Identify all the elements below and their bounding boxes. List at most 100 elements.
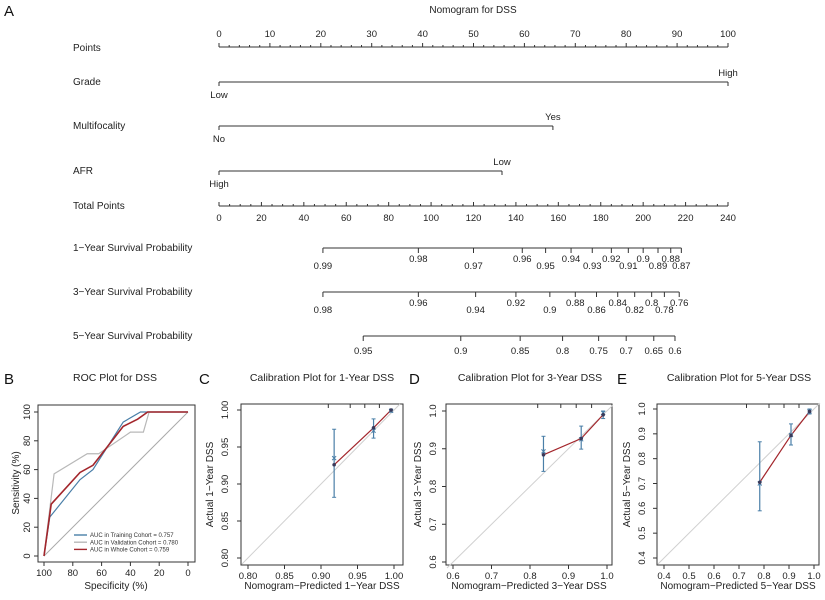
roc-y-tick-label: 20 [22,522,33,533]
y-tick-label: 0.85 [220,512,231,531]
calibration-plot-3-year: 0.6 0.7 0.8 0.9 1.00.60.70.80.91.0Nomogram−P… [413,403,614,592]
survival-tick-label: 0.82 [625,305,644,316]
y-tick-label: 0.80 [220,549,231,568]
roc-x-tick-label: 100 [36,568,52,579]
points-tick-label: 50 [468,29,479,40]
survival-tick-label: 0.9 [543,305,556,316]
roc-title: ROC Plot for DSS [73,372,157,384]
roc-y-axis-label: Sensitivity (%) [11,451,22,514]
survival-tick-label: 0.88 [566,298,585,309]
total-points-tick-label: 0 [216,213,221,224]
bias-corrected-x-marker [541,449,546,454]
y-axis-label: Actual 3−Year DSS [413,441,424,527]
survival-tick-label: 0.86 [587,305,606,316]
x-axis-label: Nomogram−Predicted 1−Year DSS [244,581,400,592]
roc-y-tick-label: 60 [22,464,33,475]
roc-y-tick-label: 40 [22,493,33,504]
total-points-label: Total Points [73,201,125,212]
calibration-plot-5-year: 0.4 0.5 0.6 0.7 0.8 0.9 1.0 0.4 0.5 0.6 0.7 0.8 0.9 1… [622,402,821,592]
points-tick-label: 0 [216,29,221,40]
total-points-tick-label: 160 [550,213,566,224]
points-tick-label: 90 [672,29,683,40]
variable-level-label: No [213,134,225,145]
roc-reference-diagonal [43,411,189,557]
roc-x-tick-label: 0 [185,568,190,579]
y-tick-label: 0.8 [428,480,439,493]
points-tick-label: 40 [417,29,428,40]
x-tick-label: 1.00 [385,571,404,582]
survival-tick-label: 0.97 [464,261,483,272]
roc-y-tick-label: 100 [22,404,33,420]
survival-tick-label: 0.76 [670,298,689,309]
x-tick-label: 0.8 [523,571,536,582]
x-tick-label: 0.7 [485,571,498,582]
x-axis-label: Nomogram−Predicted 5−Year DSS [660,581,816,592]
survival-tick-label: 0.8 [556,346,569,357]
y-tick-label: 0.4 [637,551,648,564]
observed-point [389,408,393,412]
y-tick-label: 0.9 [637,427,648,440]
variable-level-label: High [209,179,229,190]
ideal-diagonal [241,403,401,565]
y-tick-label: 0.95 [220,438,231,457]
y-tick-label: 0.90 [220,475,231,494]
panel-label-a: A [4,3,14,20]
x-tick-label: 1.0 [600,571,613,582]
x-tick-label: 0.4 [657,571,670,582]
calib-1y-title: Calibration Plot for 1-Year DSS [250,372,394,384]
y-axis-label: Actual 1−Year DSS [205,441,216,527]
survival-tick-label: 0.88 [661,254,680,265]
points-tick-label: 100 [720,29,736,40]
total-points-tick-label: 20 [256,213,267,224]
nomogram-title: Nomogram for DSS [429,5,517,16]
x-tick-label: 0.95 [348,571,367,582]
variable-level-label: Yes [545,112,561,123]
observed-point [541,452,546,457]
variable-level-label: Low [493,157,511,168]
survival-tick-label: 0.75 [589,346,608,357]
nomogram: Points 0 10 20 30 40 50 60 70 80 90 100 Grade Low High… [73,29,738,357]
y-tick-label: 0.8 [637,452,648,465]
x-tick-label: 0.85 [275,571,294,582]
points-tick-label: 20 [316,29,327,40]
y-tick-label: 0.7 [428,518,439,531]
observed-point [371,425,376,430]
roc-x-tick-label: 20 [154,568,165,579]
legend-label-whole: AUC in Whole Cohort = 0.759 [90,548,170,554]
total-points-tick-label: 200 [635,213,651,224]
panel-label-c: C [199,371,210,388]
roc-x-tick-label: 60 [96,568,107,579]
survival-tick-label: 0.95 [354,346,373,357]
y-axis-label: Actual 5−Year DSS [622,441,633,527]
y-tick-label: 0.9 [428,442,439,455]
total-points-tick-label: 100 [423,213,439,224]
panel-label-b: B [4,371,14,388]
x-tick-label: 0.90 [312,571,331,582]
y-tick-label: 1.00 [220,401,231,420]
calibration-line [333,409,392,466]
y-tick-label: 0.5 [637,527,648,540]
survival-tick-label: 0.8 [645,298,658,309]
roc-curve-validation [43,411,188,557]
roc-plot-frame [37,404,196,563]
survival-tick-label: 0.85 [511,346,530,357]
survival-tick-label: 0.98 [314,305,333,316]
survival-tick-label: 0.9 [454,346,467,357]
total-points-tick-label: 220 [678,213,694,224]
observed-point [332,462,336,467]
roc-curve-whole [43,411,188,557]
legend-label-training: AUC in Training Cohort = 0.757 [90,533,174,539]
survival-tick-label: 0.7 [620,346,633,357]
survival-tick-label: 0.96 [513,254,532,265]
x-tick-label: 0.9 [782,571,795,582]
total-points-tick-label: 80 [383,213,394,224]
calibration-frame [656,403,820,566]
variable-label: Multifocality [73,121,125,132]
variable-label: AFR [73,166,93,177]
calibration-line [759,411,810,483]
observed-point [601,412,605,417]
panel-label-d: D [409,371,420,388]
survival-tick-label: 0.96 [409,298,428,309]
roc-y-tick-label: 80 [22,436,33,447]
